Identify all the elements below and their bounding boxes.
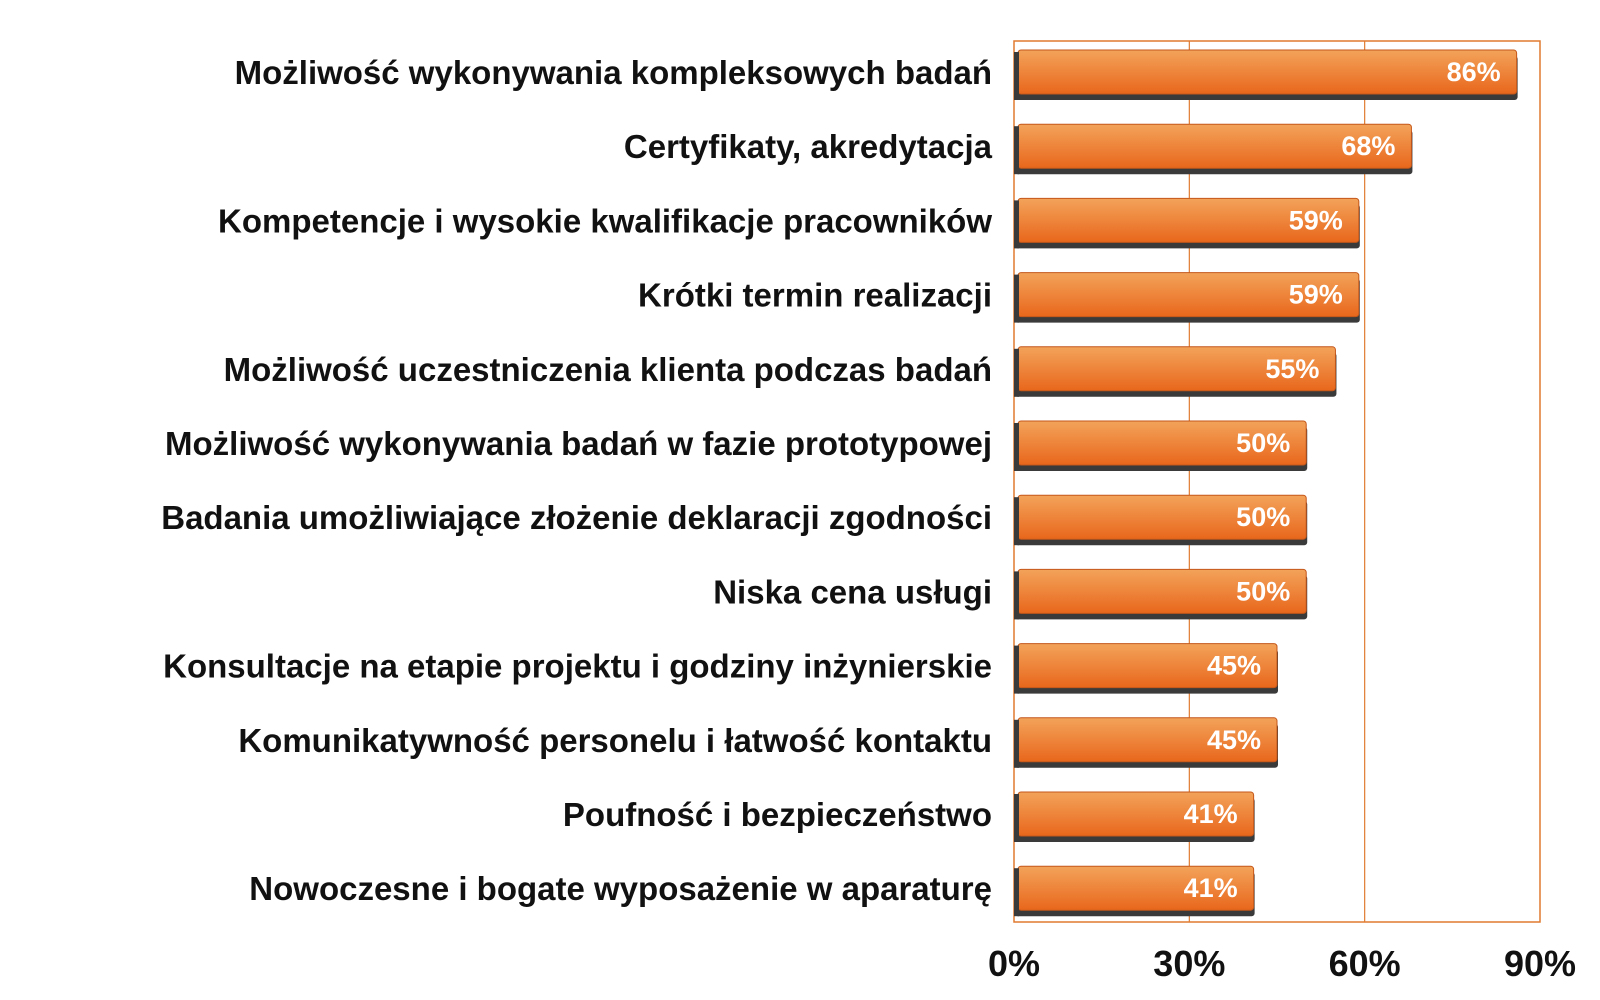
data-label: 59% [1289,205,1343,235]
data-label: 59% [1289,280,1343,310]
plot-frame [1013,40,1541,923]
category-label: Badania umożliwiające złożenie deklaracj… [161,499,992,536]
bar-cap [1014,52,1019,100]
bar-cap [1014,719,1019,768]
data-label: 41% [1184,873,1238,903]
data-label: 55% [1265,354,1319,384]
x-tick-label: 60% [1329,943,1401,984]
bar-cap [1014,794,1019,842]
category-label: Krótki termin realizacji [638,277,992,314]
data-label: 50% [1236,428,1290,458]
data-labels: 86% 68% 59% 59% 55% 50% 50% 50% 45% 45% 41% 41% [1184,57,1501,903]
data-label: 50% [1236,502,1290,532]
data-label: 45% [1207,651,1261,681]
data-label: 68% [1341,131,1395,161]
data-label: 45% [1207,725,1261,755]
data-label: 41% [1184,799,1238,829]
bar-cap [1014,423,1019,471]
category-labels: Możliwość wykonywania kompleksowych bada… [161,54,992,907]
category-label: Komunikatywność personelu i łatwość kont… [238,722,992,759]
category-label: Nowoczesne i bogate wyposażenie w aparat… [249,870,992,907]
x-axis-ticks: 0% 30% 60% 90% [988,943,1576,984]
bar-cap [1014,200,1019,249]
gridlines [1013,40,1541,923]
category-label: Poufność i bezpieczeństwo [563,796,992,833]
category-label: Konsultacje na etapie projektu i godziny… [163,648,992,685]
bars [1014,49,1518,917]
x-tick-label: 30% [1153,943,1225,984]
bar-cap [1014,274,1019,323]
bar-cap [1014,868,1019,917]
bar-cap [1014,348,1019,397]
category-label: Możliwość wykonywania badań w fazie prot… [165,425,992,462]
data-label: 86% [1447,57,1501,87]
x-tick-label: 90% [1504,943,1576,984]
category-label: Możliwość wykonywania kompleksowych bada… [235,54,992,91]
bar [1017,49,1518,95]
x-tick-label: 0% [988,943,1040,984]
category-label: Możliwość uczestniczenia klienta podczas… [224,351,992,388]
bar-cap [1014,126,1019,175]
bar-cap [1014,571,1019,620]
category-label: Certyfikaty, akredytacja [624,128,993,165]
data-label: 50% [1236,576,1290,606]
category-label: Niska cena usługi [713,573,992,610]
category-label: Kompetencje i wysokie kwalifikacje praco… [218,202,992,239]
bar-cap [1014,497,1019,546]
bar-cap [1014,645,1019,694]
